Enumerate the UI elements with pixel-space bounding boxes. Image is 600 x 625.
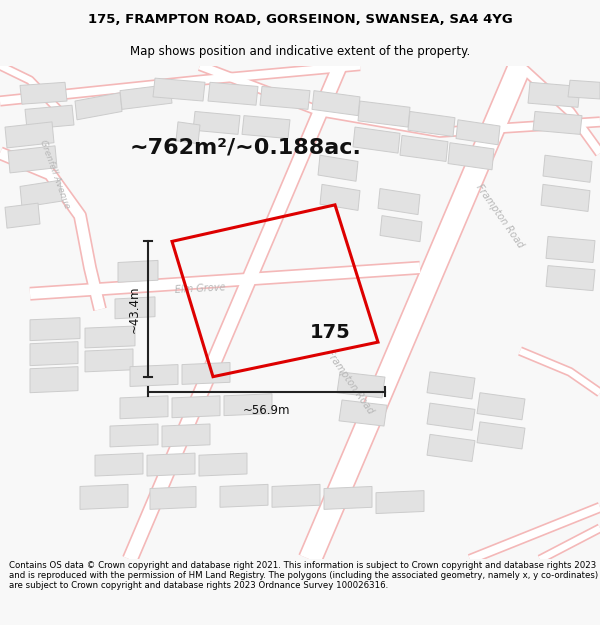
Polygon shape xyxy=(20,180,62,208)
Polygon shape xyxy=(353,127,400,153)
Polygon shape xyxy=(115,297,155,319)
Polygon shape xyxy=(85,326,135,348)
Polygon shape xyxy=(541,184,590,211)
Polygon shape xyxy=(568,80,600,99)
Polygon shape xyxy=(120,84,172,109)
Polygon shape xyxy=(337,372,385,398)
Polygon shape xyxy=(8,146,57,173)
Polygon shape xyxy=(224,394,272,416)
Polygon shape xyxy=(456,120,500,145)
Polygon shape xyxy=(533,111,582,134)
Polygon shape xyxy=(400,136,448,161)
Polygon shape xyxy=(130,364,178,386)
Polygon shape xyxy=(182,362,230,384)
Polygon shape xyxy=(427,372,475,399)
Polygon shape xyxy=(5,122,54,148)
Text: ~56.9m: ~56.9m xyxy=(243,404,290,417)
Polygon shape xyxy=(199,453,247,476)
Polygon shape xyxy=(75,92,122,120)
Text: Elm Grove: Elm Grove xyxy=(175,282,226,295)
Polygon shape xyxy=(358,101,410,127)
Polygon shape xyxy=(20,82,67,104)
Polygon shape xyxy=(30,367,78,392)
Polygon shape xyxy=(162,424,210,447)
Polygon shape xyxy=(30,318,80,341)
Polygon shape xyxy=(320,184,360,211)
Polygon shape xyxy=(30,342,78,366)
Polygon shape xyxy=(110,424,158,447)
Polygon shape xyxy=(448,142,494,170)
Polygon shape xyxy=(408,111,455,136)
Polygon shape xyxy=(193,111,240,134)
Text: ~762m²/~0.188ac.: ~762m²/~0.188ac. xyxy=(130,138,362,158)
Text: 175: 175 xyxy=(310,322,351,342)
Polygon shape xyxy=(427,434,475,461)
Text: Map shows position and indicative extent of the property.: Map shows position and indicative extent… xyxy=(130,45,470,58)
Polygon shape xyxy=(380,216,422,242)
Polygon shape xyxy=(25,105,74,129)
Text: Grenfell Avenue: Grenfell Avenue xyxy=(38,138,71,209)
Polygon shape xyxy=(208,82,258,105)
Polygon shape xyxy=(95,453,143,476)
Polygon shape xyxy=(339,400,387,426)
Polygon shape xyxy=(543,155,592,182)
Polygon shape xyxy=(318,155,358,181)
Polygon shape xyxy=(242,116,290,139)
Polygon shape xyxy=(5,203,40,228)
Polygon shape xyxy=(147,453,195,476)
Polygon shape xyxy=(176,122,200,144)
Polygon shape xyxy=(324,486,372,509)
Polygon shape xyxy=(272,484,320,508)
Polygon shape xyxy=(260,86,310,109)
Polygon shape xyxy=(378,189,420,214)
Polygon shape xyxy=(120,396,168,419)
Polygon shape xyxy=(546,236,595,262)
Polygon shape xyxy=(477,422,525,449)
Polygon shape xyxy=(312,91,360,116)
Polygon shape xyxy=(376,491,424,514)
Polygon shape xyxy=(427,403,475,430)
Polygon shape xyxy=(528,82,580,107)
Polygon shape xyxy=(172,396,220,418)
Text: Frampton Road: Frampton Road xyxy=(324,349,376,416)
Polygon shape xyxy=(153,78,205,101)
Polygon shape xyxy=(150,486,196,509)
Text: ~43.4m: ~43.4m xyxy=(128,285,141,332)
Polygon shape xyxy=(546,266,595,291)
Text: Contains OS data © Crown copyright and database right 2021. This information is : Contains OS data © Crown copyright and d… xyxy=(9,561,598,591)
Text: 175, FRAMPTON ROAD, GORSEINON, SWANSEA, SA4 4YG: 175, FRAMPTON ROAD, GORSEINON, SWANSEA, … xyxy=(88,13,512,26)
Text: Frampton Road: Frampton Road xyxy=(474,182,526,249)
Polygon shape xyxy=(80,484,128,509)
Polygon shape xyxy=(85,349,133,372)
Polygon shape xyxy=(477,392,525,420)
Polygon shape xyxy=(118,261,158,282)
Polygon shape xyxy=(220,484,268,508)
